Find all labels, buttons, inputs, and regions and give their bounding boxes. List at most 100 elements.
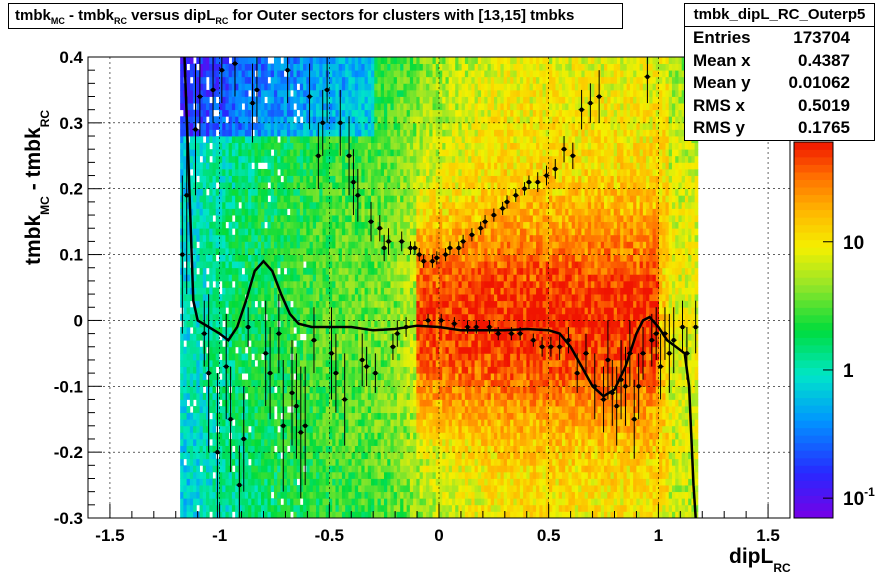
heatmap-cell	[296, 247, 301, 255]
heatmap-cell	[335, 254, 340, 262]
heatmap-cell	[358, 307, 362, 315]
heatmap-cell	[296, 386, 301, 394]
heatmap-cell	[293, 162, 298, 170]
heatmap-cell	[231, 168, 236, 176]
heatmap-cell	[393, 188, 398, 196]
heatmap-cell	[199, 313, 204, 321]
heatmap-cell	[254, 327, 259, 334]
heatmap-cell	[277, 57, 281, 64]
heatmap-cell	[248, 63, 252, 71]
heatmap-cell	[293, 57, 298, 64]
heatmap-cell	[180, 379, 184, 387]
heatmap-cell	[244, 313, 249, 321]
heatmap-cell	[251, 471, 255, 479]
heatmap-cell	[406, 221, 411, 229]
heatmap-cell	[335, 485, 340, 493]
heatmap-cell	[212, 57, 217, 64]
heatmap-cell	[222, 287, 226, 295]
heatmap-cell	[199, 478, 204, 486]
heatmap-cell	[206, 386, 210, 394]
heatmap-cell	[393, 491, 398, 499]
heatmap-cell	[371, 340, 375, 348]
heatmap-cell	[358, 261, 362, 269]
heatmap-cell	[254, 83, 259, 91]
heatmap-cell	[228, 320, 233, 328]
heatmap-cell	[257, 208, 262, 216]
heatmap-cell	[235, 241, 239, 249]
heatmap-cell	[345, 182, 349, 190]
heatmap-cell	[406, 188, 411, 196]
heatmap-cell	[183, 445, 188, 453]
heatmap-cell	[235, 485, 239, 493]
heatmap-cell	[383, 320, 388, 328]
heatmap-cell	[231, 70, 236, 78]
heatmap-cell	[380, 313, 385, 321]
heatmap-cell	[254, 320, 259, 328]
heatmap-cell	[299, 346, 304, 354]
heatmap-cell	[209, 76, 213, 84]
heatmap-cell	[222, 188, 226, 196]
heatmap-cell	[338, 63, 343, 71]
heatmap-cell	[244, 63, 249, 71]
heatmap-cell	[322, 109, 327, 117]
heatmap-cell	[361, 122, 365, 130]
heatmap-cell	[358, 247, 362, 255]
heatmap-cell	[413, 122, 417, 130]
heatmap-cell	[325, 287, 330, 295]
heatmap-cell	[225, 340, 230, 348]
heatmap-cell	[238, 70, 243, 78]
heatmap-cell	[328, 70, 333, 78]
heatmap-cell	[306, 465, 310, 473]
heatmap-cell	[199, 195, 204, 203]
heatmap-cell	[364, 432, 369, 440]
heatmap-cell	[248, 406, 252, 414]
heatmap-cell	[345, 498, 349, 506]
heatmap-cell	[371, 432, 375, 440]
heatmap-cell	[286, 379, 291, 387]
heatmap-cell	[303, 320, 307, 328]
heatmap-cell	[393, 458, 398, 466]
heatmap-cell	[364, 425, 369, 433]
heatmap-cell	[390, 254, 395, 262]
heatmap-cell	[390, 438, 395, 446]
heatmap-cell	[316, 320, 320, 328]
heatmap-cell	[319, 491, 323, 499]
heatmap-cell	[364, 274, 369, 282]
heatmap-cell	[286, 89, 291, 97]
heatmap-cell	[218, 182, 223, 190]
heatmap-cell	[380, 412, 385, 420]
heatmap-cell	[267, 359, 272, 367]
heatmap-cell	[254, 458, 259, 466]
heatmap-cell	[218, 83, 223, 91]
heatmap-cell	[409, 498, 414, 506]
heatmap-cell	[199, 267, 204, 275]
heatmap-cell	[332, 188, 336, 196]
heatmap-cell	[202, 379, 207, 387]
heatmap-cell	[406, 445, 411, 453]
heatmap-cell	[206, 340, 210, 348]
heatmap-cell	[296, 155, 301, 163]
heatmap-cell	[235, 399, 239, 407]
heatmap-cell	[380, 471, 385, 479]
heatmap-cell	[309, 333, 314, 341]
heatmap-cell	[396, 366, 401, 374]
heatmap-cell	[400, 89, 404, 97]
heatmap-cell	[270, 70, 275, 78]
heatmap-cell	[361, 136, 365, 144]
heatmap-cell	[380, 432, 385, 440]
heatmap-cell	[218, 366, 223, 374]
heatmap-cell	[283, 96, 288, 104]
heatmap-cell	[335, 188, 340, 196]
heatmap-cell	[345, 412, 349, 420]
heatmap-cell	[235, 254, 239, 262]
heatmap-cell	[293, 221, 298, 229]
heatmap-cell	[261, 359, 265, 367]
heatmap-cell	[238, 83, 243, 91]
heatmap-cell	[400, 386, 404, 394]
heatmap-cell	[371, 109, 375, 117]
heatmap-cell	[348, 208, 353, 216]
heatmap-cell	[261, 340, 265, 348]
heatmap-cell	[364, 471, 369, 479]
heatmap-cell	[280, 373, 285, 381]
heatmap-cell	[218, 208, 223, 216]
